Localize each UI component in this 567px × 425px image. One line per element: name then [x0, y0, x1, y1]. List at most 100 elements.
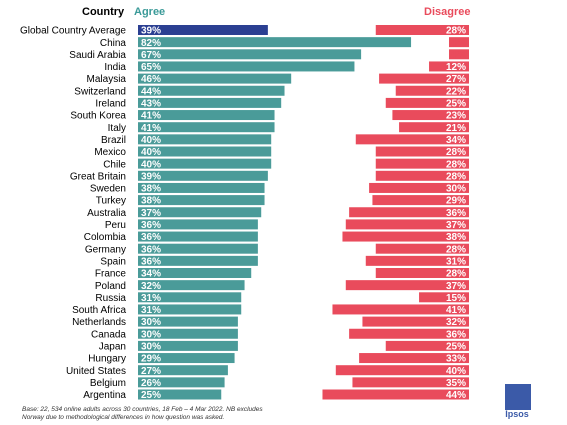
category-label: Saudi Arabia — [69, 50, 126, 61]
disagree-bar — [449, 49, 469, 60]
disagree-bar — [449, 37, 469, 48]
agree-value-label: 27% — [141, 366, 161, 377]
category-label: Turkey — [96, 196, 126, 207]
disagree-bar — [335, 365, 469, 376]
agree-bar — [138, 170, 268, 181]
agree-value-label: 30% — [141, 342, 161, 353]
agree-value-label: 30% — [141, 317, 161, 328]
disagree-value-label: 28% — [446, 244, 466, 255]
agree-value-label: 39% — [141, 26, 161, 37]
agree-value-label: 34% — [141, 269, 161, 280]
category-label: Colombia — [84, 232, 127, 243]
agree-bar — [138, 146, 272, 157]
disagree-value-label: 28% — [446, 147, 466, 158]
agree-value-label: 31% — [141, 305, 161, 316]
agree-value-label: 65% — [141, 62, 161, 73]
disagree-value-label: 36% — [446, 329, 466, 340]
disagree-bar — [392, 110, 469, 121]
agree-value-label: 38% — [141, 196, 161, 207]
category-label: China — [100, 38, 127, 49]
disagree-value-label: 37% — [446, 220, 466, 231]
disagree-value-label: 31% — [446, 256, 466, 267]
disagree-value-label: 15% — [446, 293, 466, 304]
agree-value-label: 41% — [141, 111, 161, 122]
disagree-bar — [322, 389, 469, 400]
agree-value-label: 40% — [141, 147, 161, 158]
agree-bar — [138, 389, 222, 400]
agree-value-label: 40% — [141, 159, 161, 170]
agree-bar — [138, 85, 285, 96]
footnote-line-1: Base: 22, 534 online adults across 30 co… — [22, 406, 263, 413]
agree-bar — [138, 219, 258, 230]
disagree-bar — [359, 353, 469, 364]
agree-value-label: 38% — [141, 184, 161, 195]
agree-bar — [138, 207, 262, 218]
category-label: Mexico — [94, 147, 126, 158]
footnote-line-2: Norway due to methodological differences… — [22, 414, 225, 421]
logo-square-icon — [505, 384, 531, 410]
agree-bar — [138, 158, 272, 169]
agree-bar — [138, 292, 242, 303]
disagree-value-label: 28% — [446, 171, 466, 182]
category-label: Netherlands — [72, 317, 126, 328]
agree-value-label: 25% — [141, 390, 161, 401]
disagree-value-label: 34% — [446, 135, 466, 146]
agree-bar — [138, 110, 275, 121]
disagree-bar — [345, 219, 469, 230]
category-label: Malaysia — [87, 74, 127, 85]
category-label: Japan — [99, 342, 126, 353]
disagree-value-label: 6% — [452, 38, 467, 49]
agree-value-label: 41% — [141, 123, 161, 134]
disagree-bar — [375, 146, 469, 157]
agree-bar — [138, 97, 282, 108]
disagree-bar — [375, 158, 469, 169]
category-label: Australia — [87, 208, 126, 219]
disagree-bar — [345, 280, 469, 291]
disagree-bar — [419, 292, 469, 303]
agree-bar — [138, 377, 225, 388]
disagree-bar — [399, 122, 469, 133]
agree-value-label: 46% — [141, 74, 161, 85]
disagree-value-label: 36% — [446, 208, 466, 219]
agree-value-label: 36% — [141, 244, 161, 255]
agree-value-label: 40% — [141, 135, 161, 146]
agree-value-label: 82% — [141, 38, 161, 49]
agree-value-label: 32% — [141, 281, 161, 292]
disagree-value-label: 30% — [446, 184, 466, 195]
disagree-value-label: 21% — [446, 123, 466, 134]
agree-bar — [138, 182, 265, 193]
disagree-value-label: 41% — [446, 305, 466, 316]
category-label: Ireland — [95, 99, 126, 110]
agree-value-label: 36% — [141, 256, 161, 267]
category-label: Belgium — [90, 378, 126, 389]
agree-bar — [138, 195, 265, 206]
agree-bar — [138, 280, 245, 291]
category-label: Canada — [91, 329, 126, 340]
disagree-bar — [375, 243, 469, 254]
agree-bar — [138, 134, 272, 145]
disagree-value-label: 33% — [446, 354, 466, 365]
disagree-bar — [362, 316, 469, 327]
agree-bar — [138, 328, 238, 339]
agree-value-label: 36% — [141, 220, 161, 231]
agree-value-label: 44% — [141, 86, 161, 97]
agree-bar — [138, 304, 242, 315]
agree-bar — [138, 61, 355, 72]
disagree-header: Disagree — [424, 6, 471, 18]
category-label: India — [104, 62, 126, 73]
category-label: Great Britain — [70, 171, 126, 182]
disagree-bar — [375, 170, 469, 181]
category-label: Russia — [95, 293, 126, 304]
agree-header: Agree — [134, 6, 166, 18]
agree-value-label: 29% — [141, 354, 161, 365]
logo-text: Ipsos — [505, 409, 529, 419]
category-label: Poland — [95, 281, 126, 292]
disagree-bar — [352, 377, 469, 388]
ipsos-logo: Ipsos — [500, 384, 534, 422]
agree-bar — [138, 316, 238, 327]
disagree-value-label: 28% — [446, 26, 466, 37]
category-label: Sweden — [90, 184, 126, 195]
disagree-value-label: 37% — [446, 281, 466, 292]
category-label: South Africa — [72, 305, 126, 316]
disagree-bar — [332, 304, 469, 315]
